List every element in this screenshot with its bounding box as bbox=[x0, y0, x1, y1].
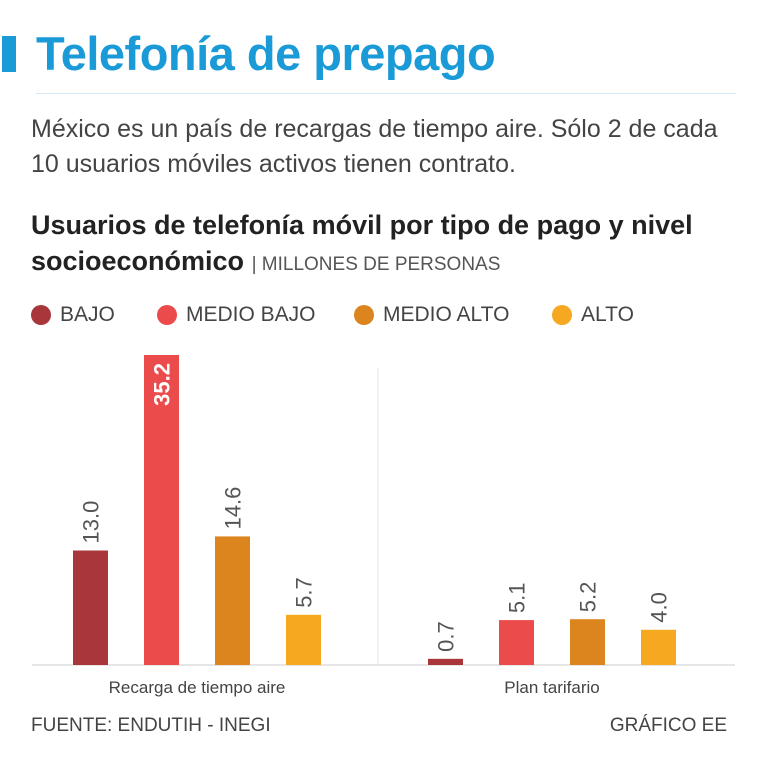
legend-item-alto: ALTO bbox=[552, 303, 634, 327]
bar-bajo-2 bbox=[428, 658, 463, 665]
bar-bajo-1 bbox=[73, 550, 108, 665]
value-label-medio-alto-1: 14.6 bbox=[221, 487, 246, 530]
value-label-medio-bajo-2: 5.1 bbox=[505, 582, 530, 613]
value-label-medio-alto-2: 5.2 bbox=[576, 582, 601, 613]
legend-swatch-medio-alto bbox=[354, 305, 374, 325]
bar-medio-alto-2 bbox=[570, 619, 605, 665]
title-divider bbox=[36, 93, 736, 94]
category-label-2: Plan tarifario bbox=[504, 678, 599, 697]
source-note: FUENTE: ENDUTIH - INEGI bbox=[31, 715, 271, 736]
bar-medio-bajo-2 bbox=[499, 620, 534, 665]
value-label-bajo-1: 13.0 bbox=[79, 501, 104, 544]
page-title: Telefonía de prepago bbox=[36, 27, 496, 80]
legend-swatch-alto bbox=[552, 305, 572, 325]
bar-chart: 13.0 35.2 14.6 5.7 Recarga de tiempo aire 0.7… bbox=[32, 355, 735, 697]
legend-swatch-medio-bajo bbox=[157, 305, 177, 325]
title-accent-bar bbox=[2, 36, 16, 72]
legend-item-bajo: BAJO bbox=[31, 303, 115, 327]
value-label-alto-2: 4.0 bbox=[647, 592, 672, 623]
value-label-alto-1: 5.7 bbox=[292, 577, 317, 608]
category-label-1: Recarga de tiempo aire bbox=[109, 678, 286, 697]
bar-alto-1 bbox=[286, 614, 321, 665]
value-label-medio-bajo-1: 35.2 bbox=[150, 363, 175, 406]
legend-item-medio-bajo: MEDIO BAJO bbox=[157, 303, 316, 327]
legend-label-alto: ALTO bbox=[581, 303, 634, 326]
chart-title-text: Usuarios de telefonía móvil por tipo de … bbox=[31, 210, 693, 276]
bar-alto-2 bbox=[641, 629, 676, 665]
value-label-bajo-2: 0.7 bbox=[434, 621, 459, 652]
bar-medio-bajo-1 bbox=[144, 355, 179, 665]
page-subtitle: México es un país de recargas de tiempo … bbox=[31, 115, 718, 178]
legend-swatch-bajo bbox=[31, 305, 51, 325]
chart-title: Usuarios de telefonía móvil por tipo de … bbox=[31, 207, 751, 283]
legend-label-bajo: BAJO bbox=[60, 303, 115, 326]
bar-medio-alto-1 bbox=[215, 536, 250, 665]
legend-label-medio-bajo: MEDIO BAJO bbox=[186, 303, 316, 326]
chart-units: | MILLONES DE PERSONAS bbox=[251, 254, 501, 275]
legend-label-medio-alto: MEDIO ALTO bbox=[383, 303, 510, 326]
legend-item-medio-alto: MEDIO ALTO bbox=[354, 303, 509, 327]
graphic-credit: GRÁFICO EE bbox=[609, 715, 727, 736]
